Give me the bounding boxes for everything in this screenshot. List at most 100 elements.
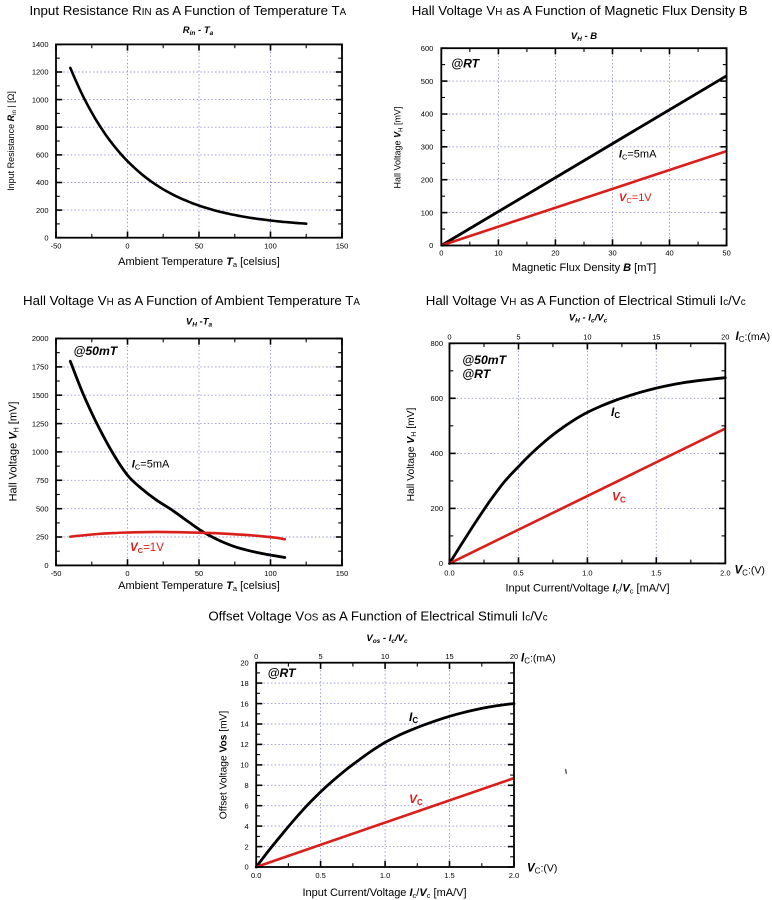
svg-text:200: 200 [421, 175, 434, 184]
svg-text:Offset Voltage VOS as A Functi: Offset Voltage VOS as A Function of Elec… [208, 608, 547, 623]
svg-text:IC:(mA): IC:(mA) [736, 331, 771, 344]
svg-text:500: 500 [36, 504, 49, 513]
svg-text:0: 0 [447, 333, 451, 342]
svg-text:600: 600 [430, 394, 443, 403]
svg-text:2.0: 2.0 [720, 569, 730, 578]
svg-text:Hall Voltage VH as A Function: Hall Voltage VH as A Function of Magneti… [412, 3, 748, 18]
svg-text:10: 10 [381, 652, 389, 661]
svg-text:750: 750 [36, 476, 49, 485]
svg-text:4: 4 [245, 822, 249, 831]
svg-text:IC: IC [611, 405, 620, 420]
svg-text:@RT: @RT [462, 367, 491, 381]
svg-text:100: 100 [264, 242, 277, 251]
svg-text:@RT: @RT [268, 666, 297, 680]
svg-text:0: 0 [125, 242, 129, 251]
svg-text:300: 300 [421, 143, 434, 152]
svg-text:50: 50 [195, 242, 203, 251]
svg-text:Hall Voltage VH [mV]: Hall Voltage VH [mV] [393, 107, 405, 189]
svg-text:2.0: 2.0 [509, 871, 519, 880]
svg-text:0.5: 0.5 [315, 871, 325, 880]
svg-text:5: 5 [319, 652, 323, 661]
svg-text:VC=1V: VC=1V [130, 542, 164, 555]
svg-text:Vos - Ic/Vc: Vos - Ic/Vc [366, 633, 408, 645]
svg-text:1500: 1500 [32, 391, 49, 400]
svg-text:VC=1V: VC=1V [619, 192, 652, 205]
svg-text:10: 10 [494, 248, 502, 257]
svg-text:0: 0 [44, 561, 48, 570]
svg-text:VH - B: VH - B [571, 31, 597, 43]
svg-text:50: 50 [722, 248, 730, 257]
svg-text:1.0: 1.0 [380, 871, 390, 880]
svg-text:15: 15 [445, 652, 453, 661]
svg-text:@50mT: @50mT [74, 344, 119, 358]
svg-text:1250: 1250 [32, 419, 49, 428]
svg-text:100: 100 [421, 208, 434, 217]
svg-text:5: 5 [516, 333, 520, 342]
svg-text:Hall Voltage VH [mV]: Hall Voltage VH [mV] [406, 407, 418, 501]
svg-text:100: 100 [264, 569, 277, 578]
svg-text:Input Current/Voltage Ic/Vc [m: Input Current/Voltage Ic/Vc [mA/V] [302, 887, 466, 900]
svg-text:Magnetic Flux Density B [mT]: Magnetic Flux Density B [mT] [512, 262, 656, 274]
svg-text:1000: 1000 [32, 95, 49, 104]
svg-text:1200: 1200 [32, 68, 49, 77]
svg-text:14: 14 [240, 720, 248, 729]
svg-text:IC=5mA: IC=5mA [132, 459, 170, 472]
svg-text:0.5: 0.5 [513, 569, 523, 578]
svg-text:Ambient Temperature Ta [celsiu: Ambient Temperature Ta [celsius] [118, 256, 280, 269]
svg-text:0.0: 0.0 [251, 871, 261, 880]
svg-text:12: 12 [240, 740, 248, 749]
svg-text:600: 600 [421, 44, 434, 53]
svg-text:VH -Ta: VH -Ta [186, 317, 213, 329]
svg-text:150: 150 [336, 569, 349, 578]
svg-text:Input Current/Voltage Ic/Vc [m: Input Current/Voltage Ic/Vc [mA/V] [505, 583, 669, 596]
svg-text:250: 250 [36, 533, 49, 542]
svg-text:1.5: 1.5 [651, 569, 661, 578]
svg-text:Ambient Temperature Ta [celsiu: Ambient Temperature Ta [celsius] [118, 580, 280, 593]
svg-text:20: 20 [721, 333, 729, 342]
svg-text:Offset Voltage Vos [mV]: Offset Voltage Vos [mV] [219, 711, 230, 820]
svg-text:0: 0 [44, 233, 48, 242]
svg-text:500: 500 [421, 77, 434, 86]
svg-text:0: 0 [254, 652, 258, 661]
svg-text:IC: IC [409, 710, 418, 725]
svg-text:18: 18 [240, 679, 248, 688]
svg-text:0: 0 [439, 248, 443, 257]
svg-text:150: 150 [336, 242, 349, 251]
svg-text:20: 20 [240, 658, 248, 667]
svg-text:Hall Voltage VH as A Function: Hall Voltage VH as A Function of Electri… [426, 293, 746, 308]
svg-text:800: 800 [36, 123, 49, 132]
svg-text:30: 30 [608, 248, 616, 257]
svg-text:6: 6 [245, 801, 249, 810]
svg-text:400: 400 [430, 449, 443, 458]
svg-text:1.0: 1.0 [582, 569, 592, 578]
svg-text:0: 0 [429, 241, 433, 250]
svg-text:VC: VC [409, 792, 423, 807]
svg-text:10: 10 [240, 761, 248, 770]
svg-text:1.5: 1.5 [444, 871, 454, 880]
svg-text:1400: 1400 [32, 40, 49, 49]
svg-text:40: 40 [665, 248, 673, 257]
svg-text:1750: 1750 [32, 363, 49, 372]
svg-text:200: 200 [36, 206, 49, 215]
svg-text:2000: 2000 [32, 334, 49, 343]
svg-text:20: 20 [510, 652, 518, 661]
svg-text:VC:(V): VC:(V) [527, 863, 557, 876]
svg-text:Rin - Ta: Rin - Ta [183, 25, 214, 37]
svg-text:-50: -50 [51, 569, 62, 578]
svg-text:Hall Voltage VH [mV]: Hall Voltage VH [mV] [8, 402, 21, 502]
svg-text:10: 10 [583, 333, 591, 342]
svg-text:Input Resistance Rin | [Ω]: Input Resistance Rin | [Ω] [6, 91, 18, 191]
svg-text:IC=5mA: IC=5mA [619, 149, 657, 162]
svg-text:VC:(V): VC:(V) [735, 565, 765, 578]
svg-text:0.0: 0.0 [444, 569, 454, 578]
svg-text:0: 0 [125, 569, 129, 578]
svg-text:600: 600 [36, 151, 49, 160]
svg-text:15: 15 [652, 333, 660, 342]
svg-text:Hall Voltage VH as A Function: Hall Voltage VH as A Function of Ambient… [23, 293, 360, 308]
svg-text:800: 800 [430, 339, 443, 348]
svg-text:16: 16 [240, 699, 248, 708]
svg-text:400: 400 [421, 110, 434, 119]
svg-text:@RT: @RT [451, 56, 480, 70]
svg-text:20: 20 [551, 248, 559, 257]
svg-text:-50: -50 [51, 242, 62, 251]
